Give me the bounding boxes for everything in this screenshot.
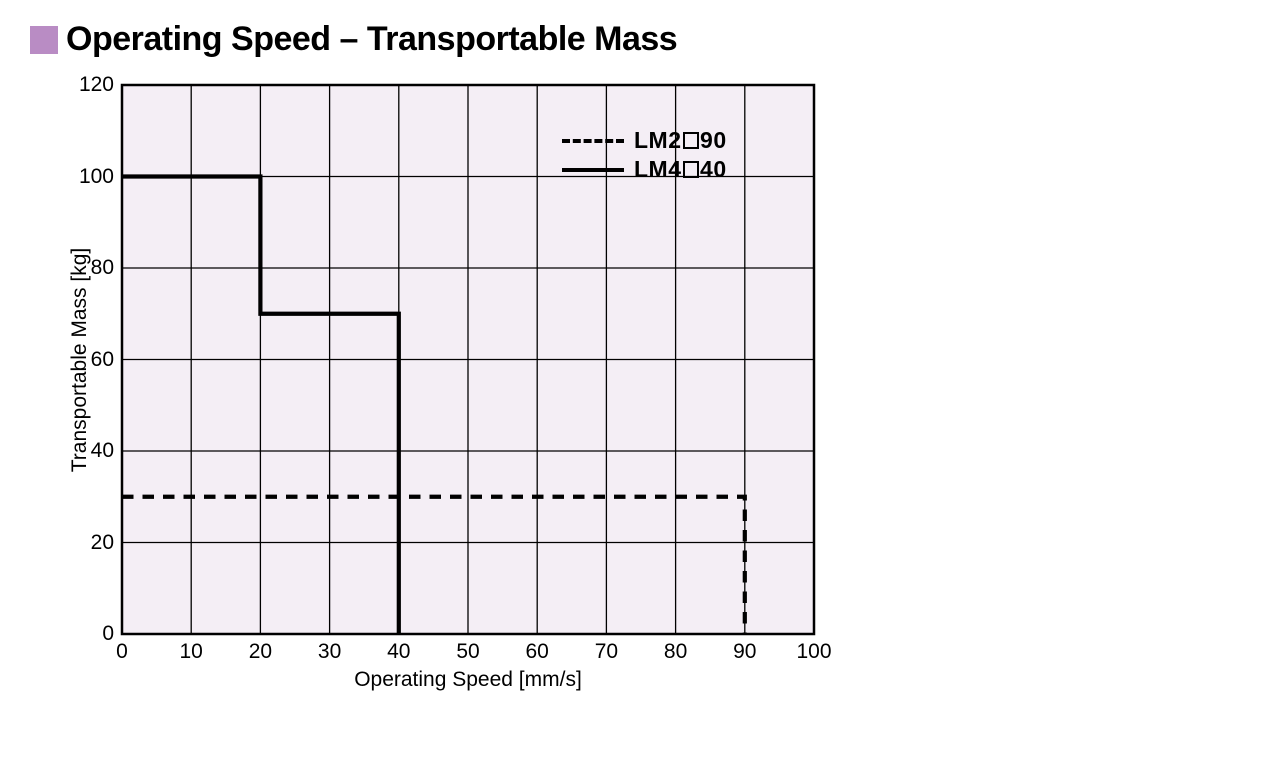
chart-title: Operating Speed – Transportable Mass xyxy=(66,20,677,59)
x-tick: 80 xyxy=(651,640,701,664)
y-tick: 120 xyxy=(30,73,114,97)
x-tick: 60 xyxy=(512,640,562,664)
x-axis-label: Operating Speed [mm/s] xyxy=(122,668,814,692)
x-tick: 10 xyxy=(166,640,216,664)
y-tick: 20 xyxy=(30,531,114,555)
title-bullet xyxy=(30,26,58,54)
x-tick: 0 xyxy=(97,640,147,664)
y-axis-label: Transportable Mass [kg] xyxy=(68,230,92,490)
chart-title-row: Operating Speed – Transportable Mass xyxy=(30,20,1250,59)
legend-item: LM290 xyxy=(562,127,727,154)
x-tick: 40 xyxy=(374,640,424,664)
x-tick: 30 xyxy=(305,640,355,664)
x-tick: 70 xyxy=(581,640,631,664)
chart-area: 0204060801001200102030405060708090100Tra… xyxy=(30,75,874,714)
x-tick: 20 xyxy=(235,640,285,664)
legend: LM290LM440 xyxy=(562,125,727,185)
x-tick: 100 xyxy=(789,640,839,664)
x-tick: 50 xyxy=(443,640,493,664)
x-tick: 90 xyxy=(720,640,770,664)
chart-svg xyxy=(30,75,874,714)
y-tick: 100 xyxy=(30,165,114,189)
legend-item: LM440 xyxy=(562,156,727,183)
